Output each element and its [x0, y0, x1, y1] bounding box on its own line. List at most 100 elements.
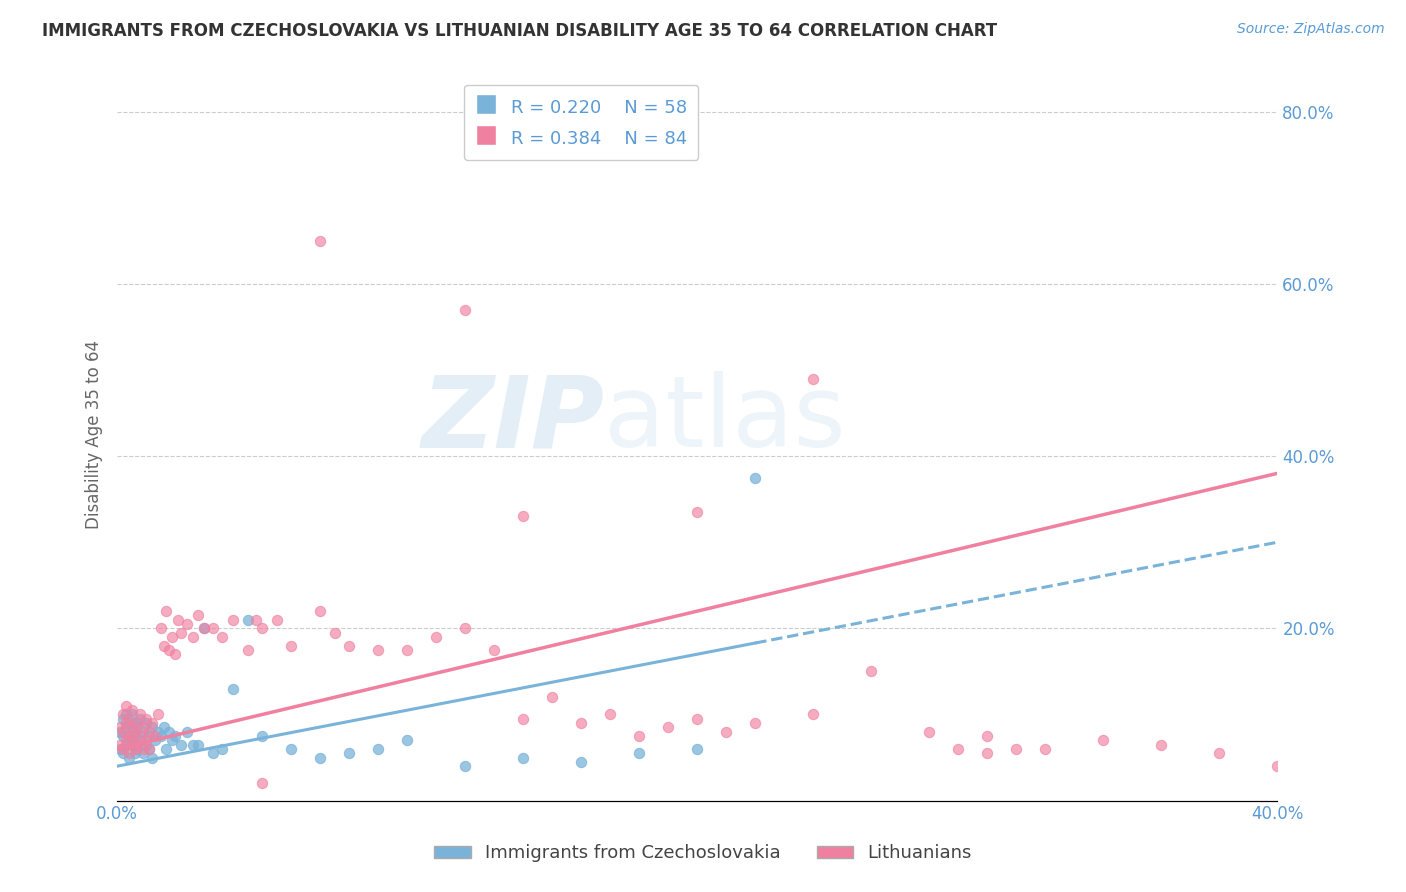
- Point: [108, 742, 131, 756]
- Point: [801, 707, 824, 722]
- Point: [108, 720, 131, 734]
- Point: [801, 371, 824, 385]
- Point: [138, 724, 160, 739]
- Point: [187, 738, 209, 752]
- Point: [250, 776, 273, 790]
- Point: [157, 724, 180, 739]
- Point: [111, 712, 134, 726]
- Point: [115, 720, 138, 734]
- Text: atlas: atlas: [605, 371, 846, 468]
- Point: [108, 738, 131, 752]
- Point: [541, 690, 564, 705]
- Point: [129, 733, 152, 747]
- Point: [657, 720, 679, 734]
- Point: [170, 738, 193, 752]
- Point: [141, 750, 163, 764]
- Legend: R = 0.220    N = 58, R = 0.384    N = 84: R = 0.220 N = 58, R = 0.384 N = 84: [464, 85, 699, 160]
- Point: [118, 733, 141, 747]
- Point: [569, 716, 592, 731]
- Point: [744, 470, 766, 484]
- Point: [121, 707, 143, 722]
- Point: [115, 733, 138, 747]
- Point: [115, 698, 138, 713]
- Point: [211, 742, 233, 756]
- Point: [121, 720, 143, 734]
- Point: [716, 724, 738, 739]
- Point: [121, 738, 143, 752]
- Point: [132, 724, 155, 739]
- Point: [948, 742, 970, 756]
- Point: [337, 746, 360, 760]
- Point: [1267, 759, 1289, 773]
- Text: IMMIGRANTS FROM CZECHOSLOVAKIA VS LITHUANIAN DISABILITY AGE 35 TO 64 CORRELATION: IMMIGRANTS FROM CZECHOSLOVAKIA VS LITHUA…: [42, 22, 997, 40]
- Point: [165, 729, 187, 743]
- Point: [146, 707, 169, 722]
- Point: [686, 712, 709, 726]
- Point: [280, 742, 302, 756]
- Point: [628, 729, 651, 743]
- Point: [323, 625, 346, 640]
- Point: [124, 746, 146, 760]
- Point: [152, 639, 174, 653]
- Point: [115, 707, 138, 722]
- Point: [135, 712, 157, 726]
- Point: [918, 724, 941, 739]
- Point: [976, 729, 998, 743]
- Point: [236, 643, 259, 657]
- Point: [143, 729, 166, 743]
- Point: [155, 604, 177, 618]
- Point: [115, 716, 138, 731]
- Point: [135, 716, 157, 731]
- Point: [141, 716, 163, 731]
- Point: [222, 613, 245, 627]
- Point: [132, 742, 155, 756]
- Point: [484, 643, 506, 657]
- Point: [309, 234, 332, 248]
- Point: [115, 738, 138, 752]
- Point: [170, 625, 193, 640]
- Text: Source: ZipAtlas.com: Source: ZipAtlas.com: [1237, 22, 1385, 37]
- Point: [124, 716, 146, 731]
- Point: [396, 643, 419, 657]
- Point: [337, 639, 360, 653]
- Point: [181, 738, 204, 752]
- Point: [138, 742, 160, 756]
- Point: [396, 733, 419, 747]
- Point: [280, 639, 302, 653]
- Point: [121, 724, 143, 739]
- Point: [309, 604, 332, 618]
- Point: [1150, 738, 1173, 752]
- Point: [132, 720, 155, 734]
- Point: [157, 643, 180, 657]
- Point: [976, 746, 998, 760]
- Point: [193, 621, 215, 635]
- Point: [686, 742, 709, 756]
- Point: [141, 720, 163, 734]
- Point: [250, 729, 273, 743]
- Point: [165, 647, 187, 661]
- Point: [152, 720, 174, 734]
- Point: [127, 716, 149, 731]
- Point: [111, 724, 134, 739]
- Point: [118, 716, 141, 731]
- Point: [167, 613, 190, 627]
- Point: [138, 729, 160, 743]
- Point: [155, 742, 177, 756]
- Point: [149, 621, 172, 635]
- Point: [149, 729, 172, 743]
- Point: [744, 716, 766, 731]
- Point: [111, 746, 134, 760]
- Point: [309, 750, 332, 764]
- Point: [118, 750, 141, 764]
- Point: [250, 621, 273, 635]
- Point: [111, 729, 134, 743]
- Point: [118, 729, 141, 743]
- Point: [162, 630, 184, 644]
- Point: [569, 755, 592, 769]
- Point: [129, 712, 152, 726]
- Point: [129, 707, 152, 722]
- Point: [1208, 746, 1230, 760]
- Point: [599, 707, 621, 722]
- Point: [454, 302, 477, 317]
- Point: [201, 746, 224, 760]
